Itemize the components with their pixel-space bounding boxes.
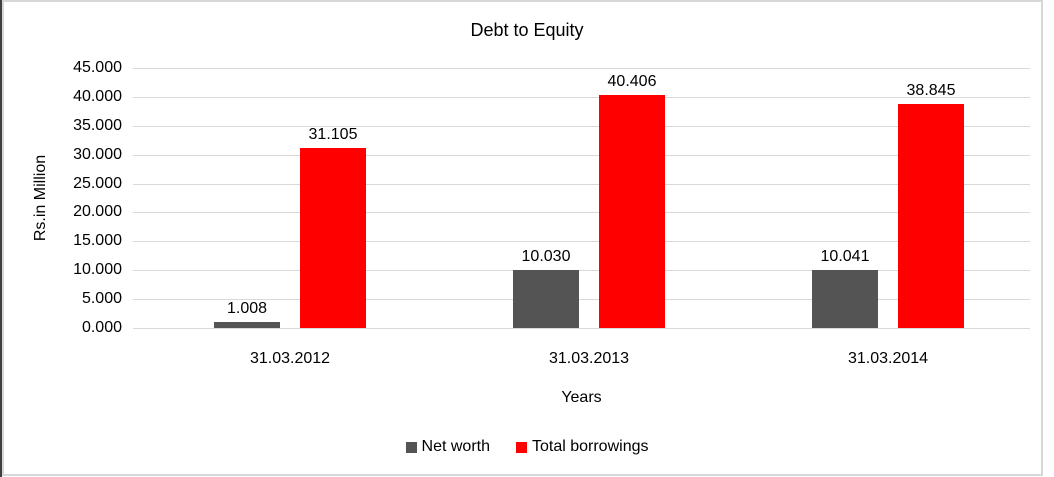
bar-net-worth	[513, 270, 579, 328]
plot-area: 0.000 5.000 10.000 15.000 20.000 25.000 30.000…	[73, 59, 1030, 367]
data-label: 40.406	[607, 73, 657, 90]
gridline	[133, 97, 1030, 98]
legend-swatch	[515, 441, 527, 453]
y-tick-label: 40.000	[73, 88, 122, 105]
y-tick-label: 5.000	[81, 290, 122, 307]
y-tick-label: 0.000	[81, 319, 122, 336]
legend-label: Total borrowings	[531, 438, 649, 455]
category-label: 31.03.2012	[249, 350, 331, 367]
y-tick-label: 10.000	[73, 261, 122, 278]
y-tick-label: 25.000	[73, 175, 122, 192]
legend: Net worth Total borrowings	[0, 438, 1054, 456]
y-tick-label: 15.000	[73, 232, 122, 249]
legend-item: Total borrowings	[515, 438, 649, 456]
legend-label: Net worth	[421, 438, 490, 455]
gridline	[133, 299, 1030, 300]
left-edge-line	[0, 0, 2, 477]
gridline	[133, 212, 1030, 213]
y-axis-title: Rs.in Million	[32, 154, 49, 242]
legend-swatch	[405, 441, 417, 453]
gridline	[133, 328, 1030, 329]
data-label: 38.845	[906, 82, 956, 99]
bar-total-borrowings	[300, 148, 366, 328]
bar-total-borrowings	[599, 95, 665, 328]
y-tick-label: 30.000	[73, 146, 122, 163]
gridline	[133, 270, 1030, 271]
bar-total-borrowings	[898, 104, 964, 328]
data-label: 10.030	[521, 248, 571, 265]
gridline	[133, 68, 1030, 69]
y-tick-label: 20.000	[73, 203, 122, 220]
legend-item: Net worth	[405, 438, 490, 456]
data-label: 31.105	[308, 126, 358, 143]
category-label: 31.03.2013	[548, 350, 630, 367]
x-axis-title: Years	[561, 389, 602, 406]
gridline	[133, 126, 1030, 127]
y-tick-label: 35.000	[73, 117, 122, 134]
bar-net-worth	[214, 322, 280, 328]
bar-net-worth	[812, 270, 878, 328]
y-tick-label: 45.000	[73, 59, 122, 76]
gridline	[133, 241, 1030, 242]
category-label: 31.03.2014	[847, 350, 929, 367]
gridline	[133, 155, 1030, 156]
data-label: 10.041	[820, 248, 870, 265]
gridline	[133, 184, 1030, 185]
data-label: 1.008	[226, 300, 268, 317]
chart-title: Debt to Equity	[470, 20, 584, 40]
